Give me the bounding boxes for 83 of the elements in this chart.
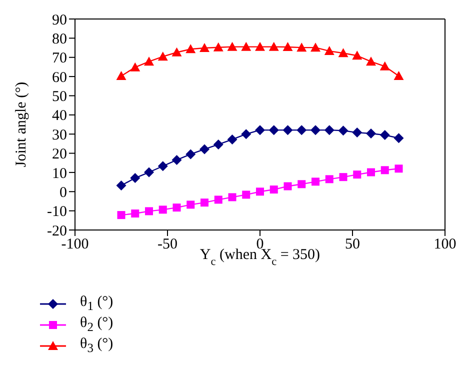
point [130,173,140,184]
point [158,161,168,172]
point [214,196,222,204]
point [158,206,167,214]
y-tick-label: 90 [52,12,67,28]
x-tick-label: 50 [345,236,360,253]
point [310,42,320,52]
point [353,170,362,179]
y-tick-label: 50 [52,89,67,106]
point [338,48,348,58]
legend-label: θ$_{3}$ (°) [80,336,114,356]
point [213,42,224,52]
point [282,42,293,52]
point [256,188,264,196]
point [145,207,153,216]
point [394,133,404,144]
point [367,168,375,176]
point [366,56,376,66]
point [325,175,334,184]
point [241,42,252,51]
point [394,164,403,173]
point [228,193,236,202]
point [242,190,250,199]
point [296,42,307,52]
y-tick-label: 0 [60,184,67,201]
point [352,128,362,138]
point [324,46,334,56]
point [117,211,126,220]
y-tick-label: -10 [47,204,67,220]
point [339,173,348,182]
point [131,210,140,218]
y-tick-label: 20 [52,146,67,163]
point [270,186,278,194]
point [116,70,126,80]
point [172,47,182,56]
point [268,125,279,136]
point [213,139,224,150]
point [130,62,140,72]
point [186,149,196,160]
point [116,180,126,190]
point [338,126,348,136]
point [380,61,390,70]
x-tick-label: -50 [158,236,178,253]
point [255,42,265,51]
point [144,167,154,178]
legend-label: θ$_{2}$ (°) [80,314,114,334]
point [144,56,154,66]
point [380,166,389,174]
point [298,180,306,188]
point [241,129,252,140]
legend-label: θ$_{1}$ (°) [80,294,114,314]
point [312,178,320,186]
point [282,125,293,136]
point [394,70,404,80]
point [255,125,265,136]
y-tick-label: 60 [52,70,67,86]
point [200,198,208,207]
y-tick-label: 10 [52,166,67,182]
y-tick-label: 40 [52,108,67,124]
point [172,204,181,212]
point [268,42,279,51]
y-tick-label: -20 [47,223,67,240]
y-tick-label: 30 [52,127,67,144]
point [227,42,238,51]
point [186,200,195,209]
point [200,42,210,52]
point [186,44,196,54]
point [158,52,168,61]
point [352,50,362,60]
point [310,125,320,136]
point [296,125,307,136]
y-tick-label: 80 [52,32,67,48]
x-tick-label: -100 [61,236,89,253]
point [366,128,376,139]
x-tick-label: 100 [434,236,456,253]
point [172,154,182,165]
point [284,182,292,190]
point [324,125,334,136]
point [380,130,390,140]
point [227,134,238,144]
y-tick-label: 70 [52,50,67,67]
y-axis-title: Joint angle (°) [13,82,30,168]
point [200,144,210,154]
